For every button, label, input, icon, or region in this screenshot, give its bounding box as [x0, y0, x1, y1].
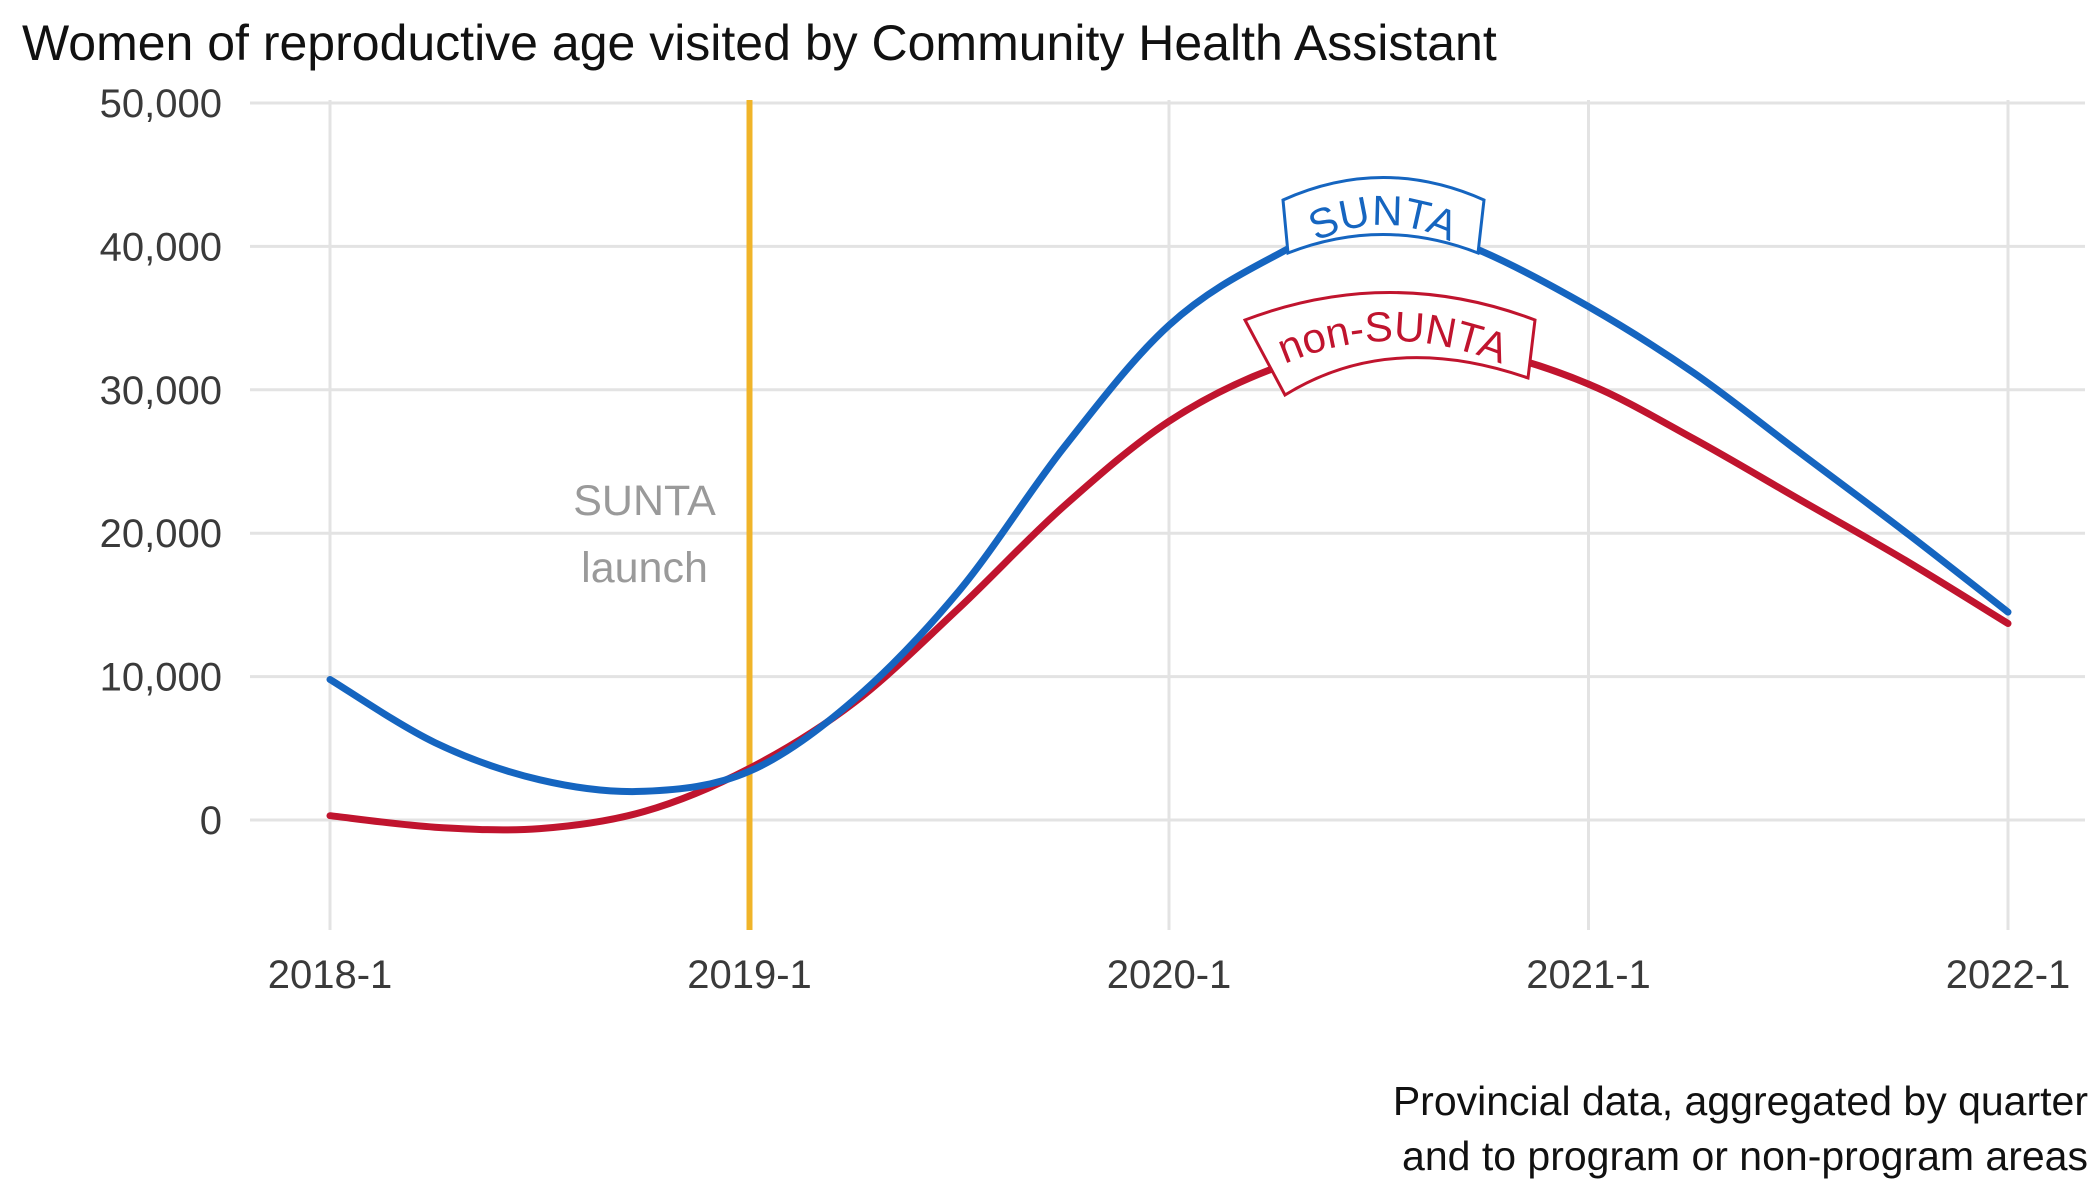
x-axis-tick-labels: 2018-1 2019-1 2020-1 2021-1 2022-1 — [268, 953, 2071, 997]
y-tick-label: 20,000 — [100, 512, 222, 556]
y-tick-label: 30,000 — [100, 369, 222, 413]
y-tick-label: 40,000 — [100, 225, 222, 269]
series-label-non-sunta: non-SUNTA — [1245, 293, 1535, 396]
gridlines — [250, 100, 2085, 930]
y-tick-label: 0 — [200, 799, 222, 843]
x-tick-label: 2018-1 — [268, 953, 393, 997]
caption-line-1: Provincial data, aggregated by quarter — [1393, 1078, 2088, 1124]
x-tick-label: 2020-1 — [1107, 953, 1232, 997]
launch-annotation-line-2: launch — [581, 544, 708, 592]
x-tick-label: 2021-1 — [1526, 953, 1651, 997]
x-tick-label: 2022-1 — [1946, 953, 2071, 997]
series-label-sunta: SUNTA — [1283, 178, 1484, 254]
y-tick-label: 50,000 — [100, 82, 222, 126]
caption-line-2: and to program or non-program areas — [1402, 1133, 2088, 1179]
launch-annotation-line-1: SUNTA — [573, 477, 716, 525]
y-tick-label: 10,000 — [100, 656, 222, 700]
chart-title: Women of reproductive age visited by Com… — [22, 15, 1497, 71]
y-axis-tick-labels: 50,000 40,000 30,000 20,000 10,000 0 — [100, 82, 222, 843]
x-tick-label: 2019-1 — [687, 953, 812, 997]
